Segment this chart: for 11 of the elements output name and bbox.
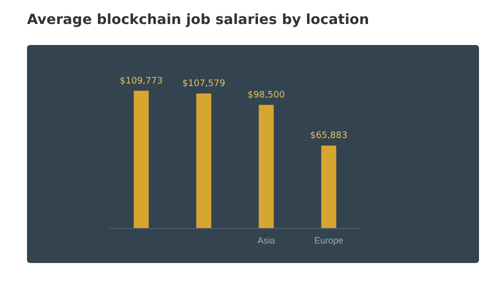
data-label: $107,579 bbox=[182, 79, 226, 90]
x-tick-label: Europe bbox=[314, 236, 344, 246]
bar bbox=[258, 104, 274, 228]
bar bbox=[321, 146, 336, 228]
chart-title: Average blockchain job salaries by location bbox=[27, 12, 370, 28]
x-tick-label: Asia bbox=[257, 236, 276, 246]
bar bbox=[196, 94, 212, 228]
data-label: $65,883 bbox=[310, 131, 348, 142]
data-label: $109,773 bbox=[120, 76, 163, 86]
data-label: $98,500 bbox=[248, 90, 286, 100]
bar bbox=[134, 90, 149, 228]
